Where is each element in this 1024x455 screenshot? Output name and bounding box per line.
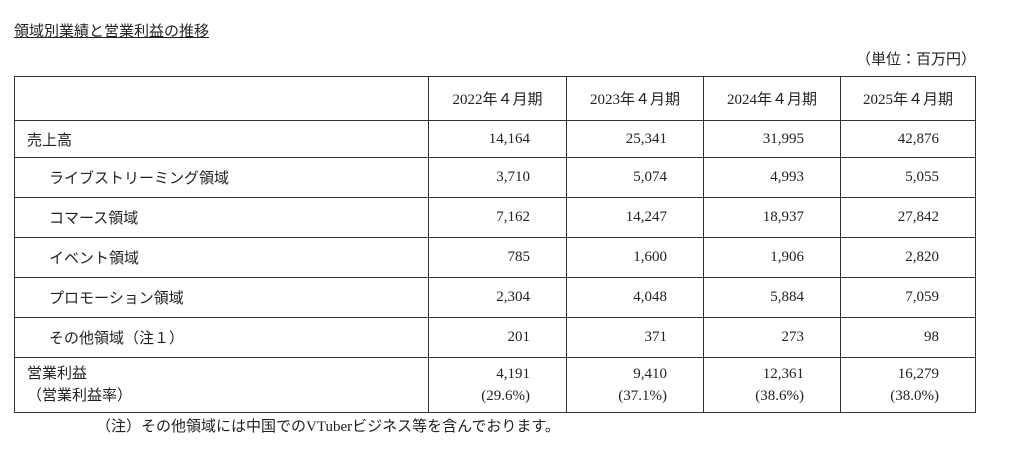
value-cell: 31,995 — [703, 120, 841, 158]
value-cell: 785 — [428, 237, 567, 278]
unit-label: （単位：百万円） — [855, 52, 976, 68]
row-label: 売上高 — [14, 120, 429, 158]
value-main: 9,410 — [633, 366, 667, 382]
value-sub: (38.0%) — [890, 388, 939, 404]
column-header: 2025年４月期 — [840, 76, 976, 121]
value-cell: 12,361 (38.6%) — [703, 357, 841, 413]
table-row: 売上高 14,164 25,341 31,995 42,876 — [14, 120, 976, 158]
value-cell: 4,191 (29.6%) — [428, 357, 567, 413]
value-cell: 7,059 — [840, 277, 976, 318]
value-main: 12,361 — [762, 366, 804, 382]
table-row: イベント領域 785 1,600 1,906 2,820 — [14, 237, 976, 278]
value-cell: 371 — [566, 317, 704, 358]
row-label: その他領域（注１） — [14, 317, 429, 358]
table-row: プロモーション領域 2,304 4,048 5,884 7,059 — [14, 277, 976, 318]
value-cell: 27,842 — [840, 197, 976, 238]
value-cell: 1,906 — [703, 237, 841, 278]
value-cell: 98 — [840, 317, 976, 358]
value-cell: 14,247 — [566, 197, 704, 238]
table-row: その他領域（注１） 201 371 273 98 — [14, 317, 976, 358]
header-row: 2022年４月期 2023年４月期 2024年４月期 2025年４月期 — [14, 76, 976, 121]
table-row: コマース領域 7,162 14,247 18,937 27,842 — [14, 197, 976, 238]
value-cell: 5,055 — [840, 157, 976, 198]
table-row: ライブストリーミング領域 3,710 5,074 4,993 5,055 — [14, 157, 976, 198]
row-label-main: 営業利益 — [27, 366, 88, 382]
column-header: 2022年４月期 — [428, 76, 567, 121]
value-main: 16,279 — [897, 366, 939, 382]
value-cell: 2,304 — [428, 277, 567, 318]
value-cell: 42,876 — [840, 120, 976, 158]
value-cell: 5,074 — [566, 157, 704, 198]
value-cell: 273 — [703, 317, 841, 358]
value-cell: 16,279 (38.0%) — [840, 357, 976, 413]
table-row: 営業利益 （営業利益率） 4,191 (29.6%) 9,410 (37.1%) 12,36… — [14, 357, 976, 413]
row-label-sub: （営業利益率） — [27, 388, 133, 404]
row-label: コマース領域 — [14, 197, 429, 238]
row-label: イベント領域 — [14, 237, 429, 278]
value-cell: 14,164 — [428, 120, 567, 158]
value-cell: 9,410 (37.1%) — [566, 357, 704, 413]
value-sub: (29.6%) — [481, 388, 530, 404]
value-cell: 3,710 — [428, 157, 567, 198]
row-label: ライブストリーミング領域 — [14, 157, 429, 198]
value-sub: (38.6%) — [755, 388, 804, 404]
value-cell: 18,937 — [703, 197, 841, 238]
value-sub: (37.1%) — [618, 388, 667, 404]
header-cell — [14, 76, 429, 121]
title: 領域別業績と営業利益の推移 — [14, 24, 210, 40]
value-main: 4,191 — [496, 366, 530, 382]
value-cell: 201 — [428, 317, 567, 358]
column-header: 2024年４月期 — [703, 76, 841, 121]
footnote: （注）その他領域には中国でのVTuberビジネス等を含んでおります。 — [96, 419, 560, 435]
value-cell: 5,884 — [703, 277, 841, 318]
value-cell: 25,341 — [566, 120, 704, 158]
performance-table: 2022年４月期 2023年４月期 2024年４月期 2025年４月期 売上高 14,16… — [14, 76, 976, 413]
value-cell: 7,162 — [428, 197, 567, 238]
column-header: 2023年４月期 — [566, 76, 704, 121]
value-cell: 4,993 — [703, 157, 841, 198]
value-cell: 4,048 — [566, 277, 704, 318]
row-label: 営業利益 （営業利益率） — [14, 357, 429, 413]
row-label: プロモーション領域 — [14, 277, 429, 318]
value-cell: 1,600 — [566, 237, 704, 278]
value-cell: 2,820 — [840, 237, 976, 278]
